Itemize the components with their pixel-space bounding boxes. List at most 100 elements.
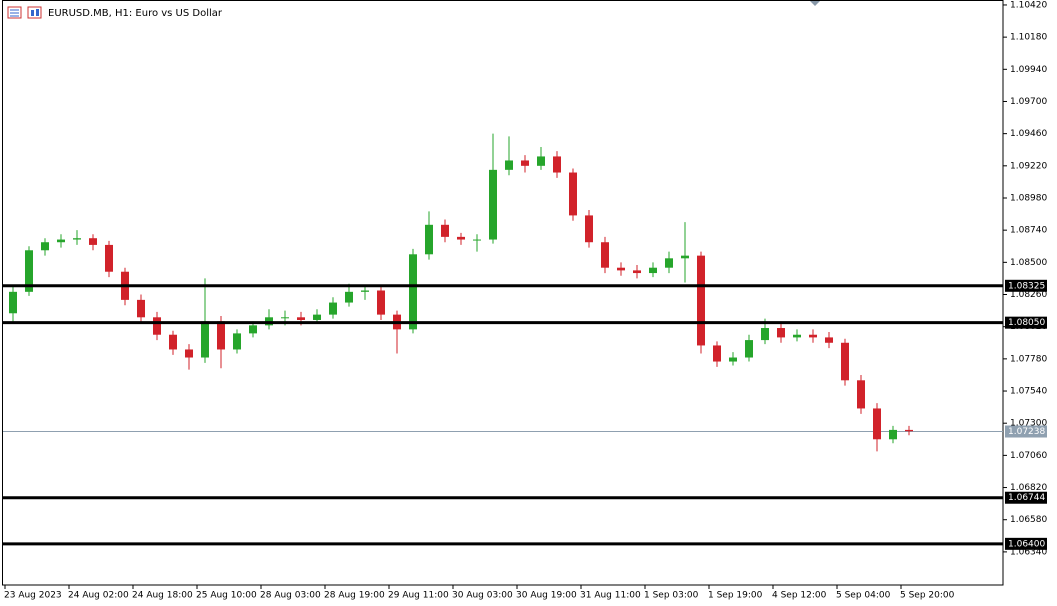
x-tick-label: 30 Aug 03:00	[452, 591, 513, 601]
x-tick-label: 24 Aug 02:00	[68, 591, 129, 601]
candle-body	[233, 333, 241, 350]
y-tick-label: 1.08500	[1010, 258, 1047, 268]
candle-body	[809, 334, 817, 338]
x-tick-label: 4 Sep 12:00	[772, 591, 827, 601]
current-price-label: 1.07238	[1008, 427, 1045, 437]
y-tick-label: 1.10180	[1010, 33, 1047, 43]
level-box	[1005, 279, 1047, 292]
icon-bar	[36, 9, 39, 16]
y-tick-label: 1.07540	[1010, 387, 1047, 397]
y-tick-label: 1.07780	[1010, 354, 1047, 364]
candle-body	[281, 317, 289, 319]
x-tick-label: 5 Sep 20:00	[900, 591, 955, 601]
candle-body	[41, 242, 49, 251]
y-tick-label: 1.09700	[1010, 97, 1047, 107]
candle-body	[793, 334, 801, 338]
candle-body	[617, 267, 625, 271]
plot-frame	[2, 0, 1004, 586]
y-tick-label: 1.09940	[1010, 65, 1047, 75]
candle-body	[681, 255, 689, 259]
candle-body	[441, 224, 449, 237]
candle-body	[313, 314, 321, 320]
y-tick-label: 1.08740	[1010, 226, 1047, 236]
x-tick-label: 28 Aug 03:00	[260, 591, 321, 601]
candle-body	[665, 258, 673, 268]
candle-body	[345, 291, 353, 303]
candle-body	[361, 290, 369, 292]
x-tick-label: 28 Aug 19:00	[324, 591, 385, 601]
y-tick-label: 1.09460	[1010, 129, 1047, 139]
x-tick-label: 1 Sep 19:00	[708, 591, 763, 601]
y-tick-label: 1.07300	[1010, 419, 1047, 429]
y-tick-label: 1.08260	[1010, 290, 1047, 300]
candle-body	[169, 334, 177, 350]
candle-body	[57, 239, 65, 243]
current-price-box	[1005, 425, 1047, 438]
candle-body	[217, 321, 225, 350]
candle-body	[857, 380, 865, 409]
chart-title: EURUSD.MB, H1: Euro vs US Dollar	[48, 8, 223, 19]
candle-body	[505, 160, 513, 170]
x-tick-label: 25 Aug 10:00	[196, 591, 257, 601]
candle-body	[377, 290, 385, 315]
candle-body	[601, 242, 609, 268]
level-label: 1.08325	[1008, 281, 1045, 291]
candle-body	[905, 429, 913, 432]
x-tick-label: 5 Sep 04:00	[836, 591, 891, 601]
candle-body	[457, 236, 465, 240]
candle-body	[489, 169, 497, 240]
candle-body	[649, 267, 657, 274]
candle-body	[25, 250, 33, 292]
x-tick-label: 1 Sep 03:00	[644, 591, 699, 601]
y-tick-label: 1.06580	[1010, 515, 1047, 525]
level-label: 1.06400	[1008, 539, 1045, 549]
icon-bar	[31, 10, 34, 16]
shift-marker	[810, 1, 820, 6]
candle-body	[89, 238, 97, 245]
toolbar-icons	[7, 6, 42, 19]
candle-body	[425, 224, 433, 255]
y-tick-label: 1.06340	[1010, 547, 1047, 557]
candle-body	[697, 255, 705, 346]
candle-body	[297, 317, 305, 320]
level-box	[1005, 537, 1047, 550]
x-tick-label: 29 Aug 11:00	[388, 591, 449, 601]
level-label: 1.08050	[1008, 318, 1045, 328]
candle-body	[841, 342, 849, 381]
candle-body	[873, 408, 881, 440]
candle-body	[889, 429, 897, 440]
candle-body	[153, 317, 161, 335]
candle-body	[329, 302, 337, 315]
candle-body	[185, 349, 193, 358]
candle-body	[633, 270, 641, 274]
y-tick-label: 1.07060	[1010, 451, 1047, 461]
y-tick-label: 1.09220	[1010, 161, 1047, 171]
candle-body	[825, 337, 833, 343]
candle-body	[201, 321, 209, 358]
y-tick-label: 1.06820	[1010, 483, 1047, 493]
candle-body	[553, 156, 561, 173]
candle-body	[537, 156, 545, 166]
candle-body	[249, 325, 257, 334]
candle-body	[569, 172, 577, 216]
candle-body	[105, 244, 113, 272]
candle-body	[137, 299, 145, 318]
y-tick-label: 1.10420	[1010, 0, 1047, 10]
candle-body	[9, 291, 17, 314]
level-box	[1005, 316, 1047, 329]
level-box	[1005, 491, 1047, 504]
candle-body	[473, 239, 481, 241]
candle-body	[409, 254, 417, 330]
candle-body	[521, 160, 529, 166]
candle-body	[729, 357, 737, 362]
candle-body	[777, 328, 785, 338]
x-tick-label: 23 Aug 2023	[4, 591, 62, 601]
level-label: 1.06744	[1008, 493, 1045, 503]
candle-body	[585, 215, 593, 243]
candle-body	[745, 340, 753, 358]
x-tick-label: 24 Aug 18:00	[132, 591, 193, 601]
icon	[27, 6, 42, 19]
y-tick-label: 1.08980	[1010, 193, 1047, 203]
